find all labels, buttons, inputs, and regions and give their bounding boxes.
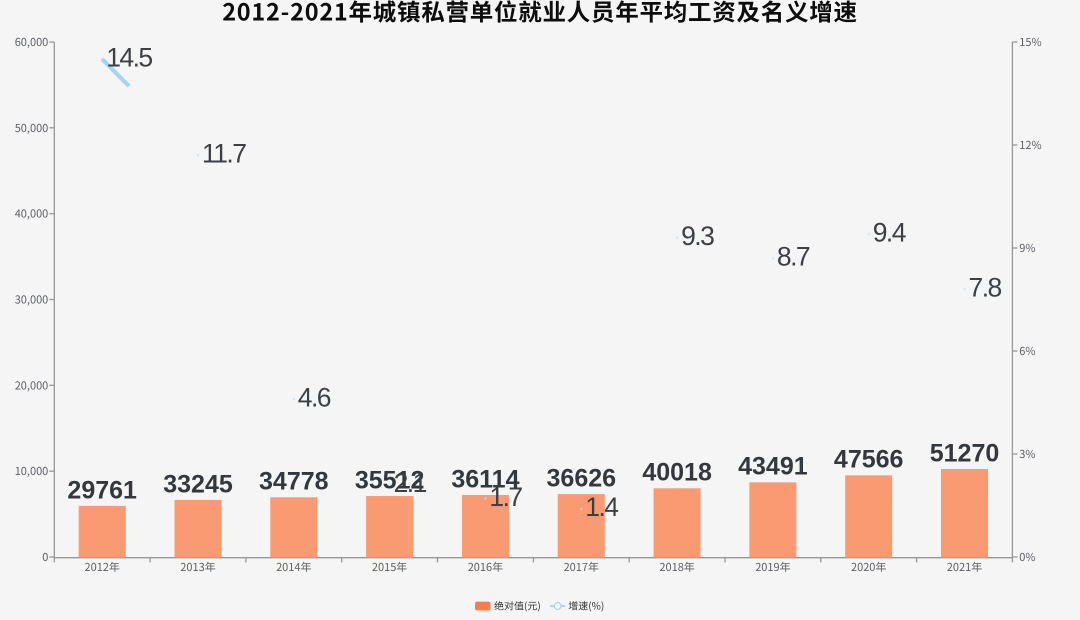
svg-text:2.1: 2.1 [394,468,427,498]
svg-text:2016年: 2016年 [468,559,503,575]
svg-text:9.3: 9.3 [681,221,714,251]
svg-text:15%: 15% [1019,34,1041,50]
svg-text:2013年: 2013年 [180,559,215,575]
svg-text:0%: 0% [1019,549,1035,565]
svg-text:2021年: 2021年 [947,559,982,575]
svg-text:40018: 40018 [642,459,712,487]
svg-text:1.7: 1.7 [489,482,522,512]
svg-text:2012-2021年城镇私营单位就业人员年平均工资及名义增速: 2012-2021年城镇私营单位就业人员年平均工资及名义增速 [222,0,858,28]
svg-text:3%: 3% [1019,446,1035,462]
svg-text:2012年: 2012年 [84,559,119,575]
svg-text:33245: 33245 [163,470,233,498]
svg-text:34778: 34778 [259,468,329,496]
svg-text:8.7: 8.7 [777,242,810,272]
svg-text:9%: 9% [1019,240,1035,256]
svg-text:增速(%): 增速(%) [568,598,604,613]
svg-text:10,000: 10,000 [15,463,49,479]
svg-text:4.6: 4.6 [298,382,331,412]
svg-text:30,000: 30,000 [15,291,49,307]
svg-text:2017年: 2017年 [564,559,599,575]
svg-text:40,000: 40,000 [15,206,49,222]
svg-text:50,000: 50,000 [15,120,49,136]
svg-text:2018年: 2018年 [659,559,694,575]
svg-text:2015年: 2015年 [372,559,407,575]
svg-text:6%: 6% [1019,343,1035,359]
svg-text:2019年: 2019年 [755,559,790,575]
svg-text:1.4: 1.4 [585,492,618,522]
svg-text:35512: 35512 [355,466,425,494]
svg-text:2014年: 2014年 [276,559,311,575]
svg-text:29761: 29761 [67,476,137,504]
svg-text:47566: 47566 [834,446,904,474]
svg-text:12%: 12% [1019,137,1041,153]
svg-text:2020年: 2020年 [851,559,886,575]
svg-text:20,000: 20,000 [15,377,49,393]
svg-text:绝对值(元): 绝对值(元) [494,598,541,613]
svg-text:36114: 36114 [451,465,519,493]
svg-text:14.5: 14.5 [106,43,152,73]
svg-text:36626: 36626 [547,465,617,493]
svg-text:7.8: 7.8 [969,273,1002,303]
svg-text:9.4: 9.4 [873,218,906,248]
svg-text:60,000: 60,000 [15,34,49,50]
svg-text:0: 0 [42,549,48,565]
svg-text:11.7: 11.7 [202,139,246,169]
svg-text:51270: 51270 [930,439,1000,467]
svg-text:43491: 43491 [738,453,808,481]
